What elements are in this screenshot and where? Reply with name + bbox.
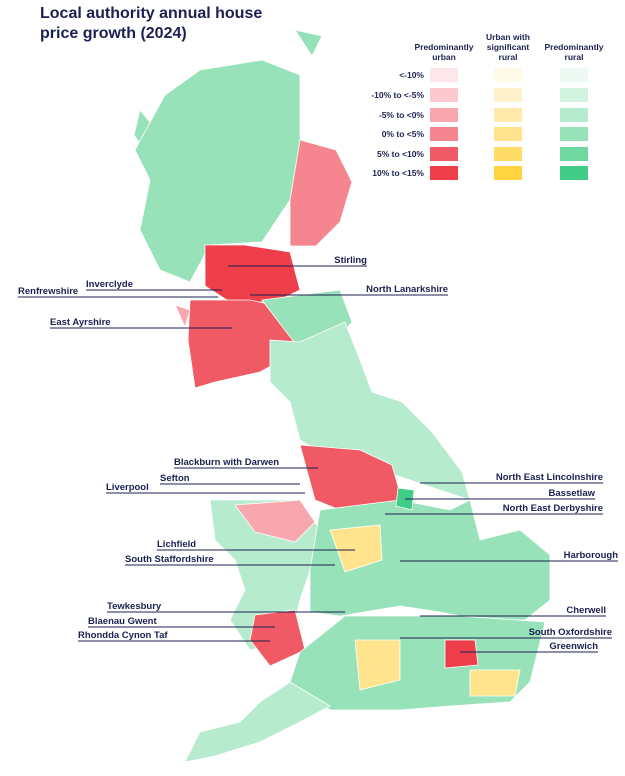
legend-swatch: [430, 88, 458, 102]
legend-swatch: [430, 108, 458, 122]
legend-row-label: 10% to <15%: [372, 168, 424, 178]
legend-row-label: -10% to <-5%: [371, 90, 424, 100]
area-label: Stirling: [334, 255, 367, 266]
area-label: Renfrewshire: [18, 286, 78, 297]
title: Local authority annual house price growt…: [40, 5, 263, 42]
area-label: Tewkesbury: [107, 601, 162, 612]
area-label: South Staffordshire: [125, 554, 214, 565]
area-label: North East Lincolnshire: [496, 472, 603, 483]
area-label: Blaenau Gwent: [88, 616, 157, 627]
area-label: Inverclyde: [86, 279, 133, 290]
map-labels: Stirling Inverclyde Renfrewshire North Lana…: [18, 255, 619, 653]
legend-swatch: [494, 108, 522, 122]
legend-swatch: [560, 127, 588, 141]
legend-swatch: [494, 166, 522, 180]
legend-swatch: [560, 147, 588, 161]
area-label: Lichfield: [157, 539, 196, 550]
legend-swatch: [430, 147, 458, 161]
legend-swatch: [560, 166, 588, 180]
legend-column-header: Predominantly urban: [414, 42, 474, 62]
area-label: Cherwell: [566, 605, 606, 616]
legend-row-label: 5% to <10%: [377, 149, 424, 159]
legend-row-label: -5% to <0%: [379, 110, 425, 120]
area-label: Liverpool: [106, 482, 149, 493]
map: [133, 29, 551, 763]
legend-swatch: [494, 68, 522, 82]
legend-swatch: [494, 88, 522, 102]
area-label: North Lanarkshire: [366, 284, 448, 295]
legend-swatch: [494, 127, 522, 141]
legend-swatch: [430, 68, 458, 82]
legend-column-header: Predominantly rural: [544, 42, 604, 62]
area-label: Greenwich: [549, 641, 598, 652]
legend-swatch: [560, 68, 588, 82]
legend-row-label: 0% to <5%: [382, 129, 425, 139]
area-label: Harborough: [564, 550, 619, 561]
legend-swatch: [494, 147, 522, 161]
legend-swatch: [430, 166, 458, 180]
legend-column-header: Urban with significant rural: [486, 32, 530, 62]
legend-swatch: [560, 108, 588, 122]
area-label: Sefton: [160, 473, 190, 484]
legend-swatch: [430, 127, 458, 141]
area-label: Blackburn with Darwen: [174, 457, 279, 468]
legend-row-label: <-10%: [399, 70, 424, 80]
area-label: Rhondda Cynon Taf: [78, 630, 168, 641]
area-label: Bassetlaw: [549, 488, 596, 499]
area-label: South Oxfordshire: [529, 627, 612, 638]
legend: <-10% -10% to <-5% -5% to <0% 0% to <5% 5% t…: [371, 68, 588, 180]
legend-swatch: [560, 88, 588, 102]
area-label: East Ayrshire: [50, 317, 111, 328]
area-label: North East Derbyshire: [503, 503, 603, 514]
